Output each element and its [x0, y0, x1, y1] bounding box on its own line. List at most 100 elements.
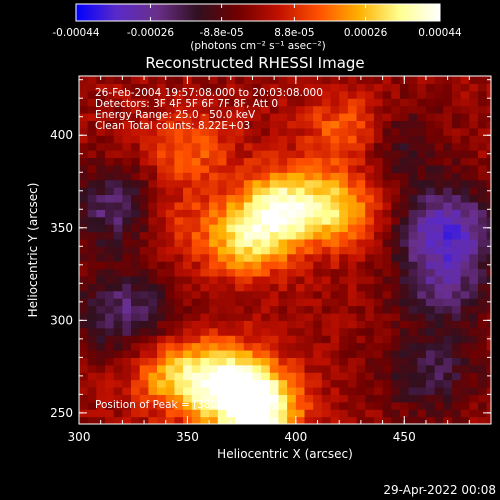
heatmap-cell: [217, 298, 228, 307]
heatmap-cell: [313, 157, 323, 166]
heatmap-cell: [269, 246, 280, 255]
heatmap-cell: [200, 98, 210, 107]
heatmap-cell: [209, 105, 219, 114]
heatmap-cell: [356, 98, 366, 107]
heatmap-cell: [87, 135, 97, 144]
heatmap-cell: [113, 113, 123, 122]
heatmap-cell: [295, 179, 306, 188]
heatmap-cell: [217, 312, 228, 321]
heatmap-cell: [477, 194, 488, 203]
heatmap-cell: [113, 386, 123, 395]
heatmap-cell: [87, 275, 97, 284]
heatmap-cell: [477, 342, 488, 351]
heatmap-cell: [373, 83, 384, 92]
heatmap-cell: [382, 283, 392, 292]
heatmap-cell: [139, 372, 149, 381]
heatmap-cell: [408, 238, 418, 247]
heatmap-cell: [434, 113, 444, 122]
heatmap-cell: [330, 320, 340, 329]
heatmap-cell: [183, 83, 193, 92]
colorbar-tick-label: -0.00044: [52, 27, 100, 39]
heatmap-cell: [313, 290, 323, 299]
annotation-time-range: 26-Feb-2004 19:57:08.000 to 20:03:08.000: [95, 87, 323, 99]
heatmap-cell: [200, 379, 210, 388]
heatmap-cell: [113, 283, 123, 292]
heatmap-cell: [183, 179, 193, 188]
heatmap-cell: [399, 401, 410, 410]
heatmap-cell: [96, 224, 106, 233]
heatmap-cell: [243, 372, 254, 381]
heatmap-cell: [365, 327, 375, 336]
heatmap-cell: [356, 312, 366, 321]
heatmap-cell: [217, 364, 228, 373]
heatmap-cell: [443, 164, 453, 173]
heatmap-cell: [183, 342, 193, 351]
heatmap-cell: [243, 364, 254, 373]
heatmap-cell: [183, 105, 193, 114]
heatmap-cell: [373, 394, 384, 403]
heatmap-cell: [226, 172, 236, 181]
heatmap-cell: [330, 187, 340, 196]
heatmap-cell: [191, 275, 202, 284]
heatmap-cell: [356, 187, 366, 196]
heatmap-cell: [278, 268, 288, 277]
heatmap-cell: [399, 83, 410, 92]
heatmap-cell: [347, 231, 358, 240]
heatmap-cell: [451, 342, 462, 351]
heatmap-cell: [417, 401, 427, 410]
heatmap-cell: [408, 209, 418, 218]
colorbar-tick-label: -8.8e-05: [200, 27, 244, 39]
heatmap-cell: [373, 105, 384, 114]
heatmap-cell: [451, 164, 462, 173]
heatmap-cell: [417, 342, 427, 351]
heatmap-cell: [382, 105, 392, 114]
heatmap-cell: [105, 90, 115, 99]
heatmap-cell: [477, 298, 488, 307]
heatmap-cell: [295, 201, 306, 210]
heatmap-cell: [243, 135, 254, 144]
heatmap-cell: [417, 327, 427, 336]
heatmap-cell: [373, 320, 384, 329]
heatmap-cell: [477, 120, 488, 129]
heatmap-cell: [217, 253, 228, 262]
heatmap-cell: [425, 135, 436, 144]
heatmap-cell: [200, 327, 210, 336]
heatmap-cell: [139, 246, 149, 255]
heatmap-cell: [122, 120, 132, 129]
heatmap-cell: [330, 394, 340, 403]
heatmap-cell: [113, 98, 123, 107]
heatmap-cell: [183, 409, 193, 418]
heatmap-cell: [321, 364, 332, 373]
heatmap-cell: [443, 135, 453, 144]
heatmap-cell: [330, 216, 340, 225]
heatmap-cell: [261, 209, 271, 218]
heatmap-cell: [339, 150, 349, 159]
heatmap-cell: [183, 379, 193, 388]
heatmap-cell: [373, 120, 384, 129]
heatmap-cell: [477, 142, 488, 151]
heatmap-cell: [373, 224, 384, 233]
heatmap-cell: [321, 416, 332, 424]
heatmap-cell: [391, 253, 401, 262]
heatmap-cell: [269, 401, 280, 410]
heatmap-cell: [287, 320, 297, 329]
heatmap-cell: [252, 394, 262, 403]
heatmap-cell: [330, 283, 340, 292]
heatmap-cell: [165, 83, 176, 92]
heatmap-cell: [460, 164, 470, 173]
heatmap-cell: [417, 209, 427, 218]
heatmap-cell: [165, 135, 176, 144]
heatmap-cell: [252, 298, 262, 307]
heatmap-cell: [243, 83, 254, 92]
heatmap-cell: [139, 305, 149, 314]
heatmap-cell: [460, 135, 470, 144]
heatmap-cell: [287, 127, 297, 136]
heatmap-cell: [469, 342, 479, 351]
heatmap-cell: [148, 290, 158, 299]
heatmap-cell: [79, 179, 89, 188]
heatmap-cell: [287, 283, 297, 292]
heatmap-cell: [278, 246, 288, 255]
heatmap-cell: [252, 224, 262, 233]
colorbar-ticks: -0.00044 -0.00026 -8.8e-05 8.8e-05 0.00026 0.…: [52, 4, 462, 39]
heatmap-cell: [313, 105, 323, 114]
